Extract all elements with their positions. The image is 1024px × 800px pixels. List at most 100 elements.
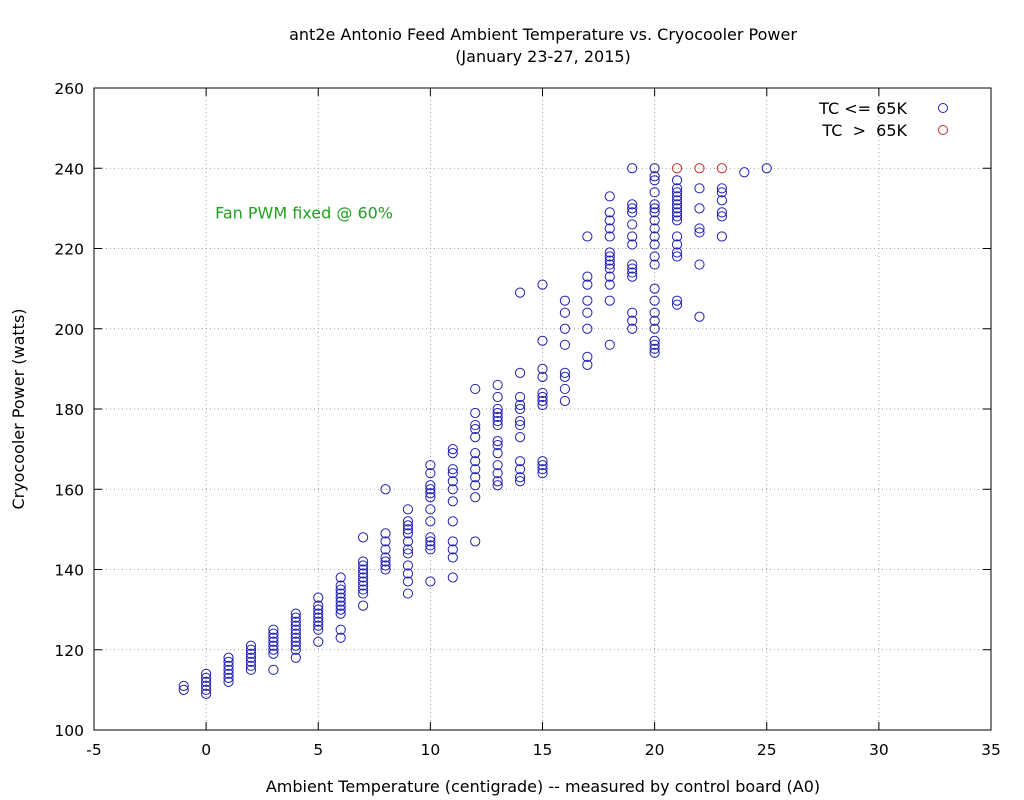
data-point-series-0 — [604, 207, 615, 218]
data-point-series-0 — [402, 516, 414, 527]
data-point-series-0 — [447, 496, 458, 507]
data-point-series-0 — [627, 307, 638, 318]
data-point-series-0 — [739, 167, 750, 178]
data-point-series-0 — [649, 251, 660, 262]
data-point-series-0 — [559, 395, 571, 407]
data-point-series-0 — [313, 620, 324, 631]
data-point-series-0 — [582, 307, 593, 318]
y-tick-label: 120 — [54, 642, 84, 660]
data-point-series-0 — [559, 383, 571, 395]
data-point-series-0 — [492, 419, 503, 431]
data-point-series-0 — [290, 616, 301, 627]
data-point-series-0 — [537, 387, 548, 399]
fan-pwm-annotation: Fan PWM fixed @ 60% — [215, 203, 393, 222]
data-point-series-0 — [313, 636, 324, 647]
data-point-series-0 — [716, 211, 728, 222]
data-point-series-0 — [447, 552, 458, 563]
data-point-series-0 — [201, 668, 212, 679]
data-point-series-0 — [447, 536, 458, 547]
data-point-series-0 — [425, 488, 436, 499]
y-tick-label: 180 — [54, 401, 84, 419]
legend-marker-tc-le-65k — [938, 103, 948, 113]
data-point-series-0 — [492, 468, 503, 479]
data-point-series-0 — [559, 323, 571, 334]
data-point-series-0 — [268, 640, 279, 651]
data-point-series-0 — [201, 684, 212, 695]
data-point-series-0 — [223, 664, 234, 675]
x-tick-label: 35 — [981, 741, 1001, 759]
data-point-series-0 — [425, 484, 436, 495]
data-point-series-0 — [492, 460, 503, 471]
data-point-series-0 — [649, 339, 660, 350]
data-point-series-0 — [671, 195, 683, 206]
data-point-series-0 — [604, 263, 615, 274]
data-point-series-0 — [470, 448, 481, 459]
y-tick-label: 160 — [54, 481, 84, 499]
data-point-series-0 — [447, 468, 458, 479]
legend-marker-tc-gt-65k — [938, 125, 948, 135]
data-point-series-0 — [425, 504, 436, 515]
data-point-series-0 — [245, 652, 257, 663]
data-point-series-0 — [470, 423, 481, 435]
data-point-series-0 — [245, 664, 257, 675]
data-point-series-0 — [671, 211, 683, 222]
data-point-series-0 — [290, 652, 301, 663]
data-point-series-0 — [268, 628, 279, 639]
data-point-series-0 — [604, 271, 615, 282]
data-point-series-0 — [514, 403, 526, 415]
data-point-series-0 — [649, 171, 660, 182]
x-tick-label: -5 — [86, 741, 101, 759]
data-point-series-0 — [649, 163, 660, 174]
data-point-series-0 — [671, 183, 683, 194]
data-point-series-0 — [201, 672, 212, 683]
data-point-series-0 — [537, 395, 548, 407]
data-point-series-0 — [470, 431, 481, 443]
data-point-series-0 — [492, 440, 503, 451]
data-point-series-0 — [649, 315, 660, 326]
data-point-series-0 — [559, 295, 571, 306]
data-point-series-0 — [358, 572, 369, 583]
y-tick-label: 100 — [54, 722, 84, 740]
data-point-series-0 — [537, 371, 548, 382]
data-point-series-0 — [694, 227, 705, 238]
data-point-series-0 — [649, 175, 660, 186]
data-point-series-0 — [245, 660, 257, 671]
data-point-series-0 — [402, 548, 414, 559]
data-point-series-0 — [627, 163, 638, 174]
data-points — [178, 163, 772, 699]
data-point-series-0 — [716, 231, 728, 242]
data-point-series-0 — [627, 239, 638, 250]
data-point-series-0 — [245, 648, 257, 659]
data-point-series-1 — [671, 163, 683, 174]
data-point-series-0 — [290, 644, 301, 655]
data-point-series-0 — [671, 191, 683, 202]
data-point-series-0 — [245, 640, 257, 651]
data-point-series-0 — [223, 652, 234, 663]
data-point-series-0 — [627, 199, 638, 210]
data-point-series-0 — [649, 239, 660, 250]
data-point-series-0 — [604, 279, 615, 290]
data-point-series-0 — [627, 219, 638, 230]
data-point-series-0 — [671, 239, 683, 250]
data-point-series-0 — [514, 415, 526, 427]
data-point-series-0 — [313, 612, 324, 623]
data-point-series-0 — [514, 419, 526, 431]
data-point-series-0 — [178, 680, 189, 691]
data-point-series-0 — [358, 556, 369, 567]
data-point-series-0 — [447, 544, 458, 555]
data-point-series-0 — [335, 604, 346, 615]
data-point-series-0 — [223, 660, 234, 671]
data-point-series-0 — [425, 536, 436, 547]
data-point-series-0 — [201, 676, 212, 687]
y-tick-label: 260 — [54, 80, 84, 98]
data-point-series-0 — [470, 419, 481, 431]
data-point-series-0 — [470, 480, 481, 491]
data-point-series-0 — [425, 544, 436, 555]
data-point-series-0 — [492, 379, 503, 391]
data-point-series-0 — [335, 580, 346, 591]
data-point-series-0 — [425, 540, 436, 551]
data-point-series-0 — [358, 588, 369, 599]
x-tick-label: 25 — [757, 741, 777, 759]
data-point-series-0 — [537, 363, 548, 374]
